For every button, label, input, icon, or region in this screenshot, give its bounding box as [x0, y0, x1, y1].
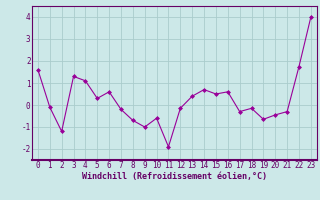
X-axis label: Windchill (Refroidissement éolien,°C): Windchill (Refroidissement éolien,°C) — [82, 172, 267, 181]
